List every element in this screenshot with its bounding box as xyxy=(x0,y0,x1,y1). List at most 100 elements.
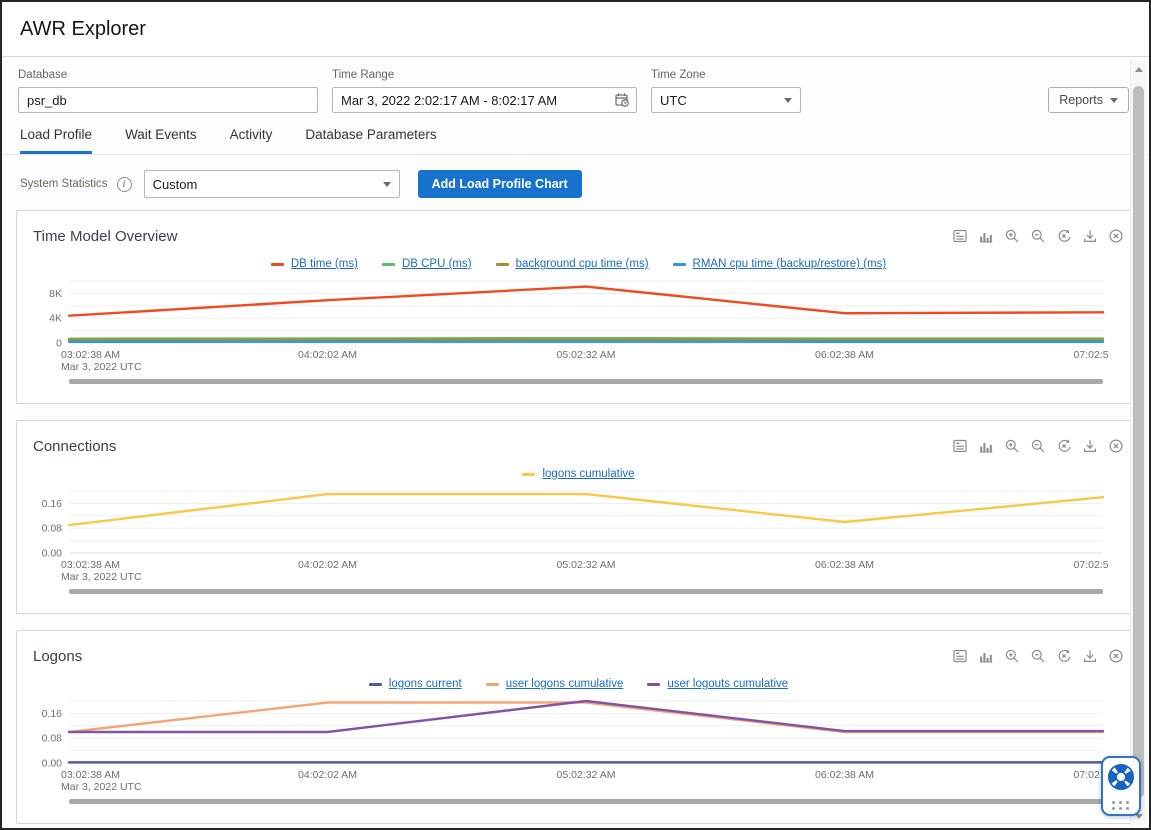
panel-header: Connections xyxy=(33,435,1124,457)
zoom-out-icon[interactable] xyxy=(1029,648,1046,665)
page-title: AWR Explorer xyxy=(20,17,146,40)
view-data-icon[interactable] xyxy=(951,228,968,245)
svg-text:0.08: 0.08 xyxy=(42,523,63,535)
chart-toolbar xyxy=(951,228,1124,245)
legend-label[interactable]: background cpu time (ms) xyxy=(515,258,649,270)
legend-item[interactable]: background cpu time (ms) xyxy=(495,258,649,270)
legend-swatch-icon xyxy=(672,262,686,266)
chart-line xyxy=(67,492,1105,527)
zoom-in-icon[interactable] xyxy=(1003,648,1020,665)
legend-label[interactable]: DB CPU (ms) xyxy=(401,258,472,270)
zoom-in-icon[interactable] xyxy=(1003,228,1020,245)
scrollbar-thumb[interactable] xyxy=(1133,86,1144,798)
zoom-out-icon[interactable] xyxy=(1029,228,1046,245)
chart-range-slider[interactable] xyxy=(69,799,1103,804)
svg-text:Mar 3, 2022 UTC: Mar 3, 2022 UTC xyxy=(61,361,142,373)
legend-swatch-icon xyxy=(270,262,284,266)
bar-chart-icon[interactable] xyxy=(977,648,994,665)
calendar-clock-icon[interactable] xyxy=(614,92,630,113)
svg-text:04:02:02 AM: 04:02:02 AM xyxy=(298,349,357,361)
zoom-out-icon[interactable] xyxy=(1029,438,1046,455)
download-icon[interactable] xyxy=(1081,228,1098,245)
svg-text:0: 0 xyxy=(56,338,62,350)
zoom-in-icon[interactable] xyxy=(1003,438,1020,455)
legend-label[interactable]: logons current xyxy=(388,678,462,690)
info-icon[interactable]: i xyxy=(116,176,132,192)
bar-chart-icon[interactable] xyxy=(977,438,994,455)
legend-item[interactable]: DB CPU (ms) xyxy=(381,258,472,270)
scroll-up-button[interactable] xyxy=(1131,61,1147,78)
system-statistics-select[interactable]: Custom xyxy=(143,170,400,198)
download-icon[interactable] xyxy=(1081,438,1098,455)
panel-title: Time Model Overview xyxy=(33,227,178,245)
reports-wrap: Reports xyxy=(1048,69,1129,113)
chart-range-slider[interactable] xyxy=(69,589,1103,594)
svg-text:Mar 3, 2022 UTC: Mar 3, 2022 UTC xyxy=(61,571,142,583)
remove-icon[interactable] xyxy=(1107,648,1124,665)
svg-text:0.00: 0.00 xyxy=(42,758,63,770)
time-zone-field-group: Time Zone UTC xyxy=(651,69,801,113)
chart-panels: Time Model Overview DB time (ms) DB CPU (… xyxy=(2,210,1149,824)
drag-handle-dots-icon[interactable] xyxy=(1112,801,1130,810)
chart-legend: logons cumulative xyxy=(33,466,1124,482)
svg-text:4K: 4K xyxy=(49,313,62,325)
time-range-label: Time Range xyxy=(332,69,395,81)
time-range-input[interactable] xyxy=(332,87,637,113)
reset-zoom-icon[interactable] xyxy=(1055,438,1072,455)
svg-text:05:02:32 AM: 05:02:32 AM xyxy=(557,769,616,781)
svg-text:03:02:38 AM: 03:02:38 AM xyxy=(61,559,120,571)
view-data-icon[interactable] xyxy=(951,648,968,665)
chart-toolbar xyxy=(951,648,1124,665)
tab-database-parameters[interactable]: Database Parameters xyxy=(305,127,437,142)
legend-label[interactable]: user logons cumulative xyxy=(505,678,624,690)
legend-swatch-icon xyxy=(368,682,382,686)
legend-label[interactable]: logons cumulative xyxy=(542,468,635,480)
legend-item[interactable]: logons current xyxy=(368,678,462,690)
svg-text:03:02:38 AM: 03:02:38 AM xyxy=(61,769,120,781)
help-widget[interactable] xyxy=(1101,756,1141,816)
scroll-down-button[interactable] xyxy=(1131,808,1147,825)
reset-zoom-icon[interactable] xyxy=(1055,228,1072,245)
remove-icon[interactable] xyxy=(1107,438,1124,455)
legend-label[interactable]: DB time (ms) xyxy=(290,258,358,270)
database-input[interactable] xyxy=(18,87,318,113)
panel-header: Logons xyxy=(33,645,1124,667)
legend-item[interactable]: user logouts cumulative xyxy=(647,678,788,690)
legend-label[interactable]: user logouts cumulative xyxy=(667,678,789,690)
chevron-down-icon xyxy=(784,97,792,103)
tab-load-profile[interactable]: Load Profile xyxy=(20,127,93,154)
legend-item[interactable]: logons cumulative xyxy=(522,468,635,480)
chart-plot[interactable]: 0.00 0.08 0.16 03:02:38 AM 04:02:02 AM 05:02:… xyxy=(33,695,1108,809)
tab-activity[interactable]: Activity xyxy=(229,127,273,142)
add-load-profile-chart-button[interactable]: Add Load Profile Chart xyxy=(417,170,582,198)
legend-swatch-icon xyxy=(495,262,509,266)
database-field-group: Database xyxy=(18,69,318,113)
remove-icon[interactable] xyxy=(1107,228,1124,245)
legend-item[interactable]: RMAN cpu time (backup/restore) (ms) xyxy=(672,258,887,270)
svg-text:03:02:38 AM: 03:02:38 AM xyxy=(61,349,120,361)
reports-button[interactable]: Reports xyxy=(1048,87,1129,113)
system-statistics-label: System Statistics xyxy=(20,178,108,190)
svg-text:0.16: 0.16 xyxy=(42,498,63,510)
chart-plot[interactable]: 0 4K 8K 03:02:38 AM 04:02:02 AM 05:02:32 AM 06… xyxy=(33,275,1108,389)
reset-zoom-icon[interactable] xyxy=(1055,648,1072,665)
life-ring-icon[interactable] xyxy=(1107,763,1135,796)
tab-wait-events[interactable]: Wait Events xyxy=(125,127,197,142)
chart-plot[interactable]: 0.00 0.08 0.16 03:02:38 AM 04:02:02 AM 05:02:… xyxy=(33,485,1108,599)
svg-text:0.16: 0.16 xyxy=(42,708,63,720)
legend-item[interactable]: DB time (ms) xyxy=(270,258,358,270)
bar-chart-icon[interactable] xyxy=(977,228,994,245)
time-zone-select[interactable]: UTC xyxy=(651,87,801,113)
panel-logons: Logons logons current user logons cumulat… xyxy=(16,630,1141,824)
chart-range-slider[interactable] xyxy=(69,379,1103,384)
chart-line xyxy=(67,699,1105,734)
legend-label[interactable]: RMAN cpu time (backup/restore) (ms) xyxy=(692,258,887,270)
download-icon[interactable] xyxy=(1081,648,1098,665)
legend-swatch-icon xyxy=(522,472,536,476)
vertical-scrollbar[interactable] xyxy=(1130,60,1147,826)
svg-text:8K: 8K xyxy=(49,288,62,300)
app-header: AWR Explorer xyxy=(2,2,1149,57)
panel-title: Logons xyxy=(33,647,83,665)
legend-item[interactable]: user logons cumulative xyxy=(485,678,624,690)
view-data-icon[interactable] xyxy=(951,438,968,455)
